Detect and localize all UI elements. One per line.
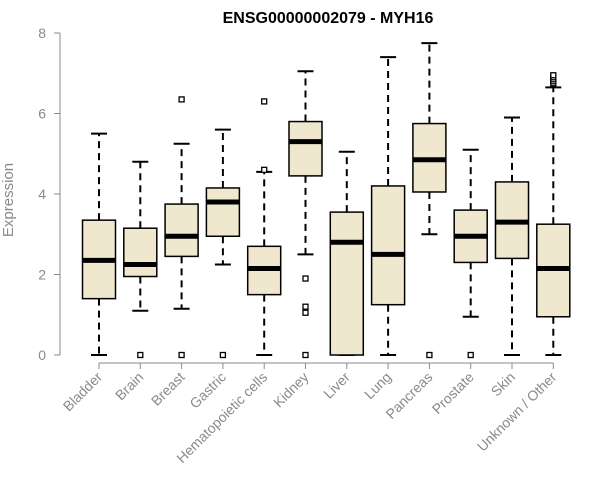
x-tick-label: Brain xyxy=(112,369,146,403)
outlier-point xyxy=(426,351,433,359)
outlier-point xyxy=(302,303,309,310)
x-tick-label: Lung xyxy=(361,369,394,402)
box-group xyxy=(494,116,530,356)
y-tick-label: 4 xyxy=(38,186,46,202)
y-tick-label: 2 xyxy=(38,267,46,283)
box-group xyxy=(370,56,406,356)
outlier-point xyxy=(302,309,309,316)
outlier-point xyxy=(467,351,474,359)
outlier-point xyxy=(261,166,268,174)
x-tick-label: Liver xyxy=(320,369,353,402)
box-group xyxy=(288,70,323,359)
box-group xyxy=(81,132,117,356)
box-group xyxy=(205,128,241,359)
outlier-point xyxy=(178,351,185,359)
y-axis: 0 2 4 6 8 xyxy=(38,25,61,363)
box-group xyxy=(412,42,447,359)
outlier-point xyxy=(137,351,144,359)
x-tick-label: Prostate xyxy=(429,369,477,417)
box xyxy=(329,211,365,356)
x-tick-label: Kidney xyxy=(270,369,312,411)
y-axis-label: Expression xyxy=(0,163,17,237)
box-group xyxy=(453,148,488,359)
box-group xyxy=(536,72,571,356)
y-tick-label: 6 xyxy=(38,106,46,122)
outlier-point xyxy=(302,275,309,282)
box xyxy=(288,120,323,177)
box-group xyxy=(123,160,158,359)
box xyxy=(205,187,241,238)
chart-title: ENSG00000002079 - MYH16 xyxy=(223,10,434,27)
box-group xyxy=(164,96,199,359)
box xyxy=(164,203,199,258)
x-tick-label: Skin xyxy=(488,369,519,400)
outlier-point xyxy=(219,351,227,359)
x-tick-label: Bladder xyxy=(60,369,106,415)
y-tick-label: 8 xyxy=(38,25,46,41)
outlier-point xyxy=(178,96,185,103)
outlier-point xyxy=(302,351,309,359)
y-tick-label: 0 xyxy=(38,347,46,363)
box-group xyxy=(246,98,282,356)
x-tick-label: Breast xyxy=(148,369,188,409)
plot-area xyxy=(81,42,571,359)
outlier-point xyxy=(550,72,557,79)
box-group xyxy=(329,150,365,356)
outlier-point xyxy=(261,98,268,105)
box xyxy=(123,227,158,278)
box xyxy=(370,185,406,306)
